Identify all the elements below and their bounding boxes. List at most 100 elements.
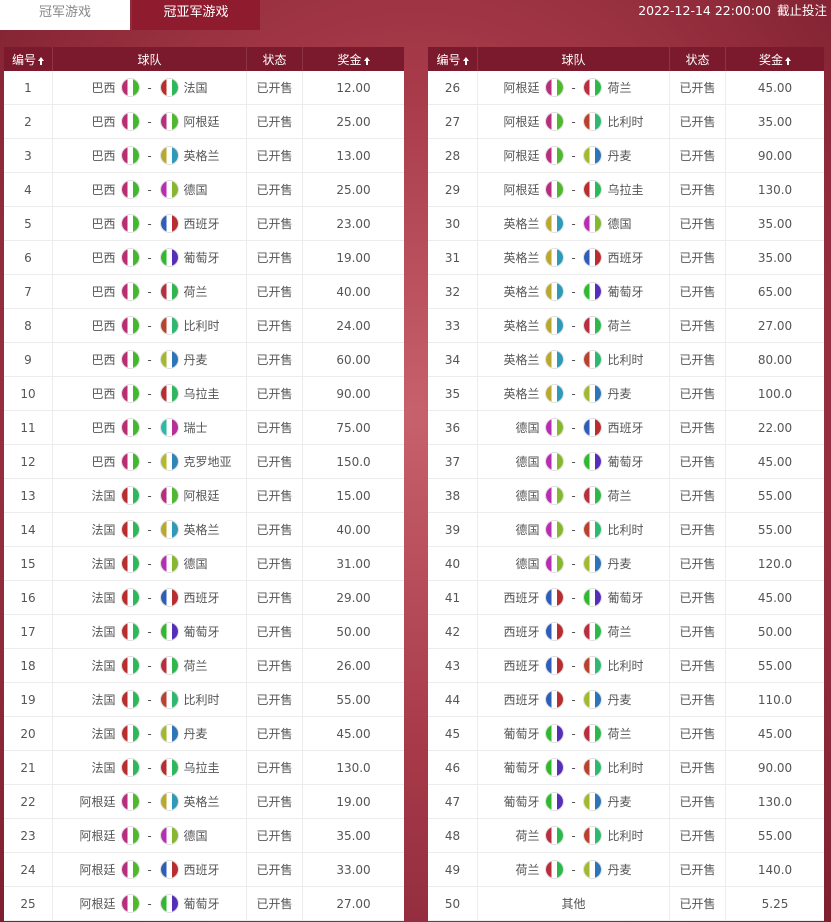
flag-icon [160, 215, 178, 232]
number-cell: 23 [4, 819, 53, 852]
flag-icon [160, 623, 178, 640]
prize-cell: 13.00 [336, 148, 371, 163]
header-cell[interactable]: 奖金 [303, 47, 404, 71]
flag-icon [584, 589, 602, 606]
flag-icon [584, 623, 602, 640]
sort-icon [38, 56, 44, 65]
status-cell: 已开售 [670, 581, 726, 614]
status-cell: 已开售 [670, 819, 726, 852]
team-cell: 西班牙 - 荷兰 [478, 615, 670, 648]
deadline-label: 截止投注 [776, 3, 827, 18]
flag-icon [121, 589, 139, 606]
flag-icon [545, 283, 563, 300]
flag-icon [545, 487, 563, 504]
prize-cell: 140.0 [757, 862, 793, 877]
header-cell: 状态 [247, 47, 303, 71]
number-cell: 10 [4, 377, 53, 410]
home-team: 阿根廷 [503, 149, 540, 163]
status-cell: 已开售 [247, 751, 303, 784]
team-cell: 巴西 - 瑞士 [53, 411, 247, 444]
team-cell: 英格兰 - 德国 [478, 207, 670, 240]
separator: - [147, 862, 152, 877]
number-cell: 26 [428, 71, 478, 104]
table-row: 38 德国 - 荷兰 已开售 55.00 [428, 479, 824, 513]
home-team: 阿根廷 [503, 81, 540, 95]
status-cell: 已开售 [670, 479, 726, 512]
number-cell: 22 [4, 785, 53, 818]
number-cell: 1 [4, 71, 53, 104]
home-team: 英格兰 [503, 285, 540, 299]
flag-icon [584, 725, 602, 742]
status-cell: 已开售 [670, 785, 726, 818]
prize-cell: 35.00 [757, 114, 793, 129]
status-cell: 已开售 [670, 309, 726, 342]
away-team: 丹麦 [607, 387, 632, 401]
flag-icon [584, 147, 602, 164]
prize-cell: 130.0 [757, 794, 793, 809]
table-row: 44 西班牙 - 丹麦 已开售 110.0 [428, 683, 824, 717]
tab[interactable]: 冠军游戏 [0, 0, 130, 30]
prize-cell: 65.00 [757, 284, 793, 299]
home-team: 德国 [515, 523, 540, 537]
status-cell: 已开售 [247, 887, 303, 920]
team-cell: 法国 - 葡萄牙 [53, 615, 247, 648]
team-name: 其他 [561, 897, 586, 911]
team-cell: 西班牙 - 葡萄牙 [478, 581, 670, 614]
flag-icon [584, 215, 602, 232]
team-cell: 德国 - 葡萄牙 [478, 445, 670, 478]
flag-icon [545, 147, 563, 164]
table-row: 34 英格兰 - 比利时 已开售 80.00 [428, 343, 824, 377]
prize-cell: 40.00 [336, 284, 371, 299]
separator: - [571, 726, 576, 741]
home-team: 巴西 [91, 81, 116, 95]
team-cell: 法国 - 阿根廷 [53, 479, 247, 512]
prize-cell: 50.00 [757, 624, 793, 639]
team-cell: 巴西 - 德国 [53, 173, 247, 206]
header-text: 编号 [11, 52, 36, 67]
table-row: 42 西班牙 - 荷兰 已开售 50.00 [428, 615, 824, 649]
separator: - [571, 318, 576, 333]
status-cell: 已开售 [247, 173, 303, 206]
away-team: 瑞士 [183, 421, 208, 435]
prize-cell: 12.00 [336, 80, 371, 95]
prize-cell: 130.0 [757, 182, 793, 197]
header-cell[interactable]: 编号 [428, 47, 478, 71]
separator: - [147, 658, 152, 673]
away-team: 丹麦 [607, 693, 632, 707]
home-team: 巴西 [91, 353, 116, 367]
away-team: 乌拉圭 [607, 183, 644, 197]
tab-active[interactable]: 冠亚军游戏 [132, 0, 260, 30]
header-cell[interactable]: 编号 [4, 47, 53, 71]
home-team: 巴西 [91, 183, 116, 197]
away-team: 葡萄牙 [183, 625, 220, 639]
table-row: 50 其他 已开售 5.25 [428, 887, 824, 921]
prize-cell: 50.00 [336, 624, 371, 639]
flag-icon [160, 487, 178, 504]
away-team: 荷兰 [607, 489, 632, 503]
status-cell: 已开售 [670, 275, 726, 308]
team-cell: 法国 - 德国 [53, 547, 247, 580]
team-cell: 德国 - 比利时 [478, 513, 670, 546]
prize-cell: 25.00 [336, 114, 371, 129]
team-cell: 德国 - 丹麦 [478, 547, 670, 580]
away-team: 丹麦 [607, 149, 632, 163]
separator: - [147, 420, 152, 435]
team-cell: 阿根廷 - 西班牙 [53, 853, 247, 886]
header-cell[interactable]: 奖金 [726, 47, 824, 71]
table-row: 5 巴西 - 西班牙 已开售 23.00 [4, 207, 404, 241]
table-row: 16 法国 - 西班牙 已开售 29.00 [4, 581, 404, 615]
away-team: 英格兰 [183, 149, 220, 163]
flag-icon [121, 895, 139, 912]
flag-icon [160, 419, 178, 436]
flag-icon [584, 861, 602, 878]
prize-cell: 24.00 [336, 318, 371, 333]
separator: - [571, 522, 576, 537]
away-team: 荷兰 [607, 625, 632, 639]
away-team: 西班牙 [183, 217, 220, 231]
home-team: 荷兰 [515, 829, 540, 843]
separator: - [147, 896, 152, 911]
home-team: 法国 [91, 591, 116, 605]
home-team: 法国 [91, 659, 116, 673]
status-cell: 已开售 [670, 173, 726, 206]
table: 编号 球队 状态 奖金 26 阿根廷 - 荷兰 已开售 45.00 27 阿根廷 - 比利时 已开售 35.0… [428, 47, 824, 921]
